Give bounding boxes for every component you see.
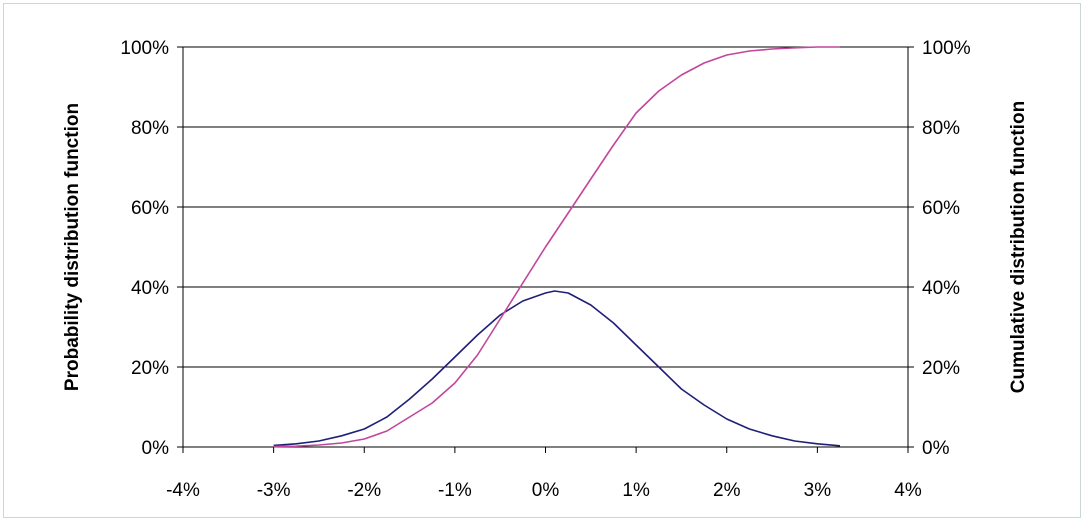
left-y-tick-label: 40% [131, 278, 169, 299]
x-tick-label: -2% [347, 480, 381, 501]
right-y-tick-label: 0% [922, 438, 950, 459]
cdf-series-line [273, 46, 840, 448]
left-y-tick-label: 80% [131, 118, 169, 139]
x-tick-label: 1% [622, 480, 650, 501]
right-y-tick-label: 40% [922, 278, 960, 299]
right-y-tick-label: 60% [922, 198, 960, 219]
pdf-series-line [273, 290, 841, 447]
x-tick-label: -3% [257, 480, 291, 501]
x-tick-label: 0% [532, 480, 560, 501]
left-y-tick-label: 20% [131, 358, 169, 379]
left-y-tick-label: 100% [120, 38, 169, 59]
right-y-tick-label: 20% [922, 358, 960, 379]
x-tick-label: -4% [166, 480, 200, 501]
left-axis-title: Probability distribution function [62, 103, 83, 391]
left-y-tick-label: 0% [142, 438, 170, 459]
x-tick-label: 4% [894, 480, 922, 501]
x-tick-label: -1% [438, 480, 472, 501]
tick-labels: 0% 0% 20% 20% 40% 40% 60% 60% 80% 80% 100% 100% -4% -… [120, 38, 970, 501]
series [273, 46, 841, 448]
right-y-tick-label: 80% [922, 118, 960, 139]
right-axis-title: Cumulative distribution function [1008, 101, 1029, 393]
x-tick-label: 3% [804, 480, 832, 501]
right-y-tick-label: 100% [922, 38, 971, 59]
axes [177, 46, 914, 453]
x-tick-label: 2% [713, 480, 741, 501]
left-y-tick-label: 60% [131, 198, 169, 219]
